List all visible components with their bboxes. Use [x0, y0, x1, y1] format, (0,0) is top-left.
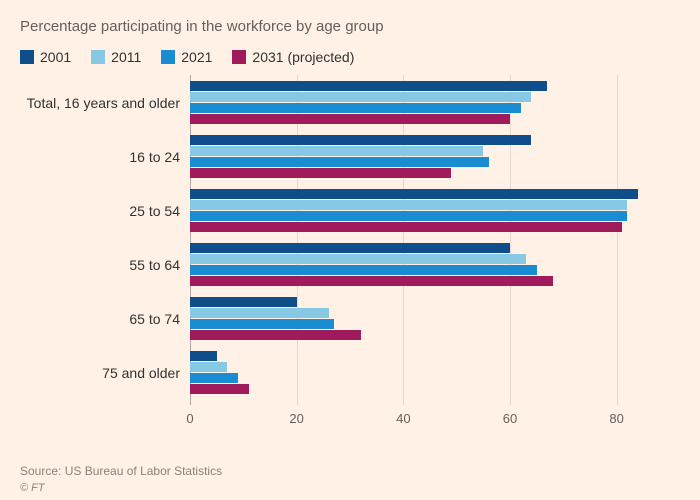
bar — [190, 157, 489, 167]
category-label: 25 to 54 — [20, 203, 180, 219]
legend-swatch — [232, 50, 246, 64]
bar — [190, 265, 537, 275]
x-tick-label: 80 — [609, 411, 623, 426]
category-group: 25 to 54 — [20, 189, 680, 232]
legend-label: 2011 — [111, 49, 141, 65]
category-group: Total, 16 years and older — [20, 81, 680, 124]
chart-container: Percentage participating in the workforc… — [0, 0, 700, 500]
x-tick-label: 0 — [186, 411, 193, 426]
category-group: 16 to 24 — [20, 135, 680, 178]
legend-label: 2031 (projected) — [252, 49, 354, 65]
bar — [190, 200, 627, 210]
category-label: 65 to 74 — [20, 311, 180, 327]
bar — [190, 362, 227, 372]
legend-label: 2001 — [40, 49, 71, 65]
x-tick-label: 60 — [503, 411, 517, 426]
x-tick-label: 20 — [289, 411, 303, 426]
bar — [190, 168, 451, 178]
category-group: 75 and older — [20, 351, 680, 394]
plot-area: Total, 16 years and older 16 to 24 25 to 5… — [20, 75, 680, 427]
legend-swatch — [20, 50, 34, 64]
legend: 2001 2011 2021 2031 (projected) — [20, 49, 680, 65]
bar — [190, 222, 622, 232]
legend-item: 2001 — [20, 49, 71, 65]
copyright-mark: © FT — [20, 482, 45, 494]
category-group: 55 to 64 — [20, 243, 680, 286]
bar — [190, 92, 531, 102]
bar — [190, 351, 217, 361]
legend-item: 2021 — [161, 49, 212, 65]
bar — [190, 330, 361, 340]
category-label: 75 and older — [20, 365, 180, 381]
x-tick-label: 40 — [396, 411, 410, 426]
legend-item: 2011 — [91, 49, 141, 65]
bar — [190, 319, 334, 329]
category-label: 55 to 64 — [20, 257, 180, 273]
category-group: 65 to 74 — [20, 297, 680, 340]
legend-item: 2031 (projected) — [232, 49, 354, 65]
legend-label: 2021 — [181, 49, 212, 65]
source-line: Source: US Bureau of Labor Statistics — [20, 464, 222, 478]
bar — [190, 308, 329, 318]
bar — [190, 297, 297, 307]
bar — [190, 276, 553, 286]
chart-subtitle: Percentage participating in the workforc… — [20, 18, 680, 35]
category-label: Total, 16 years and older — [20, 95, 180, 111]
bar — [190, 114, 510, 124]
bar — [190, 81, 547, 91]
bar — [190, 146, 483, 156]
bar — [190, 373, 238, 383]
bar — [190, 189, 638, 199]
bar — [190, 254, 526, 264]
bar — [190, 103, 521, 113]
bar — [190, 135, 531, 145]
category-label: 16 to 24 — [20, 149, 180, 165]
legend-swatch — [91, 50, 105, 64]
legend-swatch — [161, 50, 175, 64]
bar — [190, 384, 249, 394]
bar — [190, 243, 510, 253]
bar — [190, 211, 627, 221]
